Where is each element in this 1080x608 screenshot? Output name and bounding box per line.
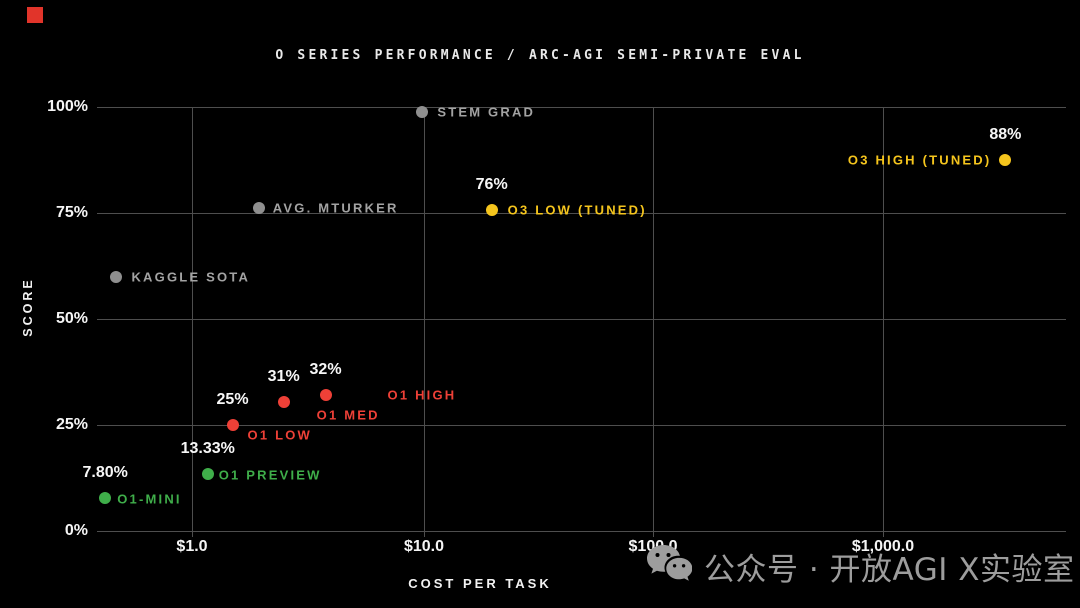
point-label-kaggle-sota: KAGGLE SOTA — [131, 269, 251, 285]
point-label-o1-preview: O1 PREVIEW — [218, 467, 322, 483]
point-label-o1-high: O1 HIGH — [387, 387, 457, 403]
watermark: 公众号 · 开放AGI X实验室 — [646, 544, 1074, 589]
point-dot-o1-mini — [99, 491, 112, 504]
point-value-o1-high: 32% — [309, 361, 342, 379]
y-axis-title: SCORE — [21, 277, 35, 337]
x-tick-label: $1.0 — [176, 538, 208, 555]
point-label-o3-low-tuned: O3 LOW (TUNED) — [507, 202, 647, 218]
wechat-icon — [646, 544, 693, 589]
point-value-o1-mini: 7.80% — [82, 463, 128, 481]
point-label-o1-low: O1 LOW — [247, 427, 313, 443]
point-value-o3-high-tuned: 88% — [989, 126, 1022, 143]
point-dot-o1-low — [226, 419, 239, 431]
v-gridline — [192, 107, 193, 537]
x-tick-label: $1,000.0 — [851, 538, 915, 555]
y-tick-label: 0% — [64, 522, 88, 539]
point-dot-stem-grad — [416, 105, 429, 118]
h-gridline — [97, 107, 1066, 108]
x-axis-title: COST PER TASK — [408, 576, 552, 591]
h-gridline — [97, 425, 1066, 426]
v-gridline — [653, 107, 654, 537]
point-dot-kaggle-sota — [110, 270, 123, 283]
red-logo-square — [27, 7, 43, 23]
point-dot-o1-preview — [201, 468, 214, 481]
point-label-stem-grad: STEM GRAD — [437, 104, 536, 120]
y-tick-label: 25% — [55, 416, 88, 433]
point-value-o1-preview: 13.33% — [180, 440, 235, 458]
h-gridline — [97, 531, 1066, 532]
v-gridline — [883, 107, 884, 537]
point-dot-o3-high-tuned — [999, 154, 1012, 166]
point-dot-avg-mturker — [252, 201, 265, 214]
y-tick-label: 75% — [55, 204, 88, 221]
chart-title: O SERIES PERFORMANCE / ARC-AGI SEMI-PRIV… — [275, 48, 805, 63]
h-gridline — [97, 213, 1066, 214]
h-gridline — [97, 319, 1066, 320]
point-dot-o3-low-tuned — [485, 204, 498, 217]
point-label-o3-high-tuned: O3 HIGH (TUNED) — [847, 152, 992, 168]
y-tick-label: 50% — [55, 310, 88, 327]
point-label-o1-med: O1 MED — [316, 407, 380, 423]
point-dot-o1-med — [277, 395, 290, 408]
y-tick-label: 100% — [47, 98, 88, 115]
watermark-text: 公众号 · 开放AGI X实验室 — [704, 552, 1075, 588]
point-value-o3-low-tuned: 76% — [475, 176, 508, 194]
v-gridline — [424, 107, 425, 537]
x-tick-label: $10.0 — [403, 538, 445, 555]
point-value-o1-med: 31% — [267, 367, 300, 385]
point-label-avg-mturker: AVG. MTURKER — [272, 200, 399, 216]
point-dot-o1-high — [319, 389, 332, 402]
point-value-o1-low: 25% — [216, 391, 249, 408]
point-label-o1-mini: O1-MINI — [117, 491, 182, 507]
